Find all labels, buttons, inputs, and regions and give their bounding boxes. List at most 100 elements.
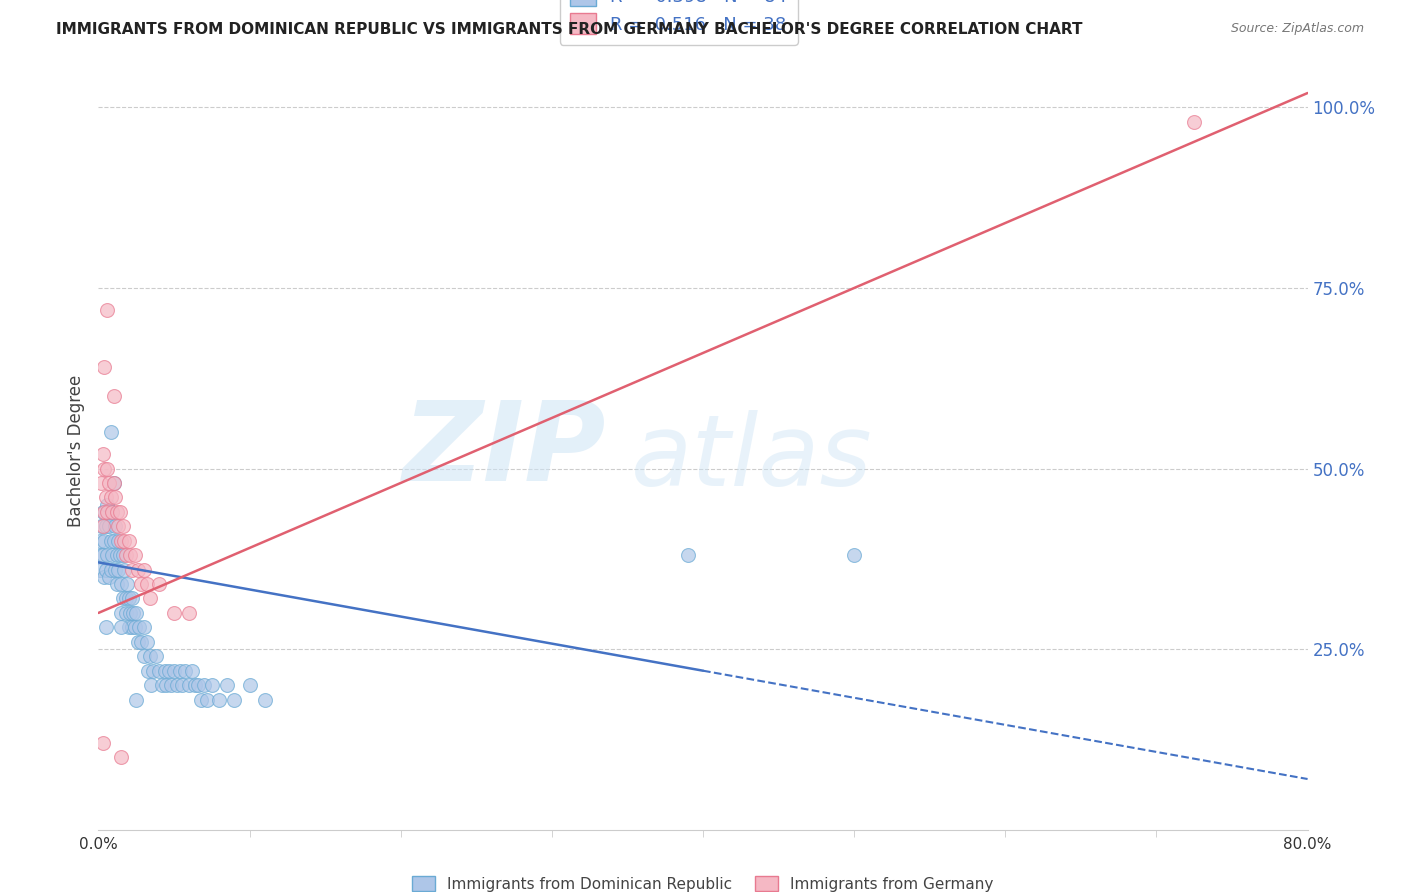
Point [90,475,112,490]
Point [201,678,224,692]
Point [90,548,112,562]
Point [170,678,193,692]
Point [110,750,132,764]
Point [193,678,215,692]
Y-axis label: Bachelor's Degree: Bachelor's Degree [66,375,84,526]
Point [125,692,148,706]
Text: IMMIGRANTS FROM DOMINICAN REPUBLIC VS IMMIGRANTS FROM GERMANY BACHELOR'S DEGREE : IMMIGRANTS FROM DOMINICAN REPUBLIC VS IM… [56,22,1083,37]
Text: atlas: atlas [630,409,872,507]
Point [127,563,149,577]
Point [110,577,132,591]
Point [91,447,114,461]
Point [90,519,112,533]
Point [108,505,131,519]
Point [163,606,186,620]
Point [121,563,143,577]
Point [124,548,146,562]
Point [118,533,141,548]
Point [120,606,142,620]
Point [132,563,155,577]
Point [107,533,129,548]
Point [190,692,212,706]
Point [94,519,117,533]
Point [110,533,132,548]
Point [224,692,246,706]
Point [844,548,866,562]
Legend: Immigrants from Dominican Republic, Immigrants from Germany: Immigrants from Dominican Republic, Immi… [406,870,1000,892]
Point [111,591,134,606]
Point [93,505,115,519]
Point [118,620,141,634]
Point [676,548,699,562]
Point [120,548,142,562]
Point [91,736,114,750]
Point [114,591,136,606]
Point [101,505,124,519]
Point [101,548,124,562]
Point [110,606,132,620]
Point [184,678,207,692]
Point [127,635,149,649]
Point [141,678,163,692]
Point [118,591,141,606]
Point [124,620,146,634]
Point [98,519,121,533]
Point [104,491,127,505]
Point [103,389,125,403]
Text: ZIP: ZIP [402,397,606,504]
Point [91,505,114,519]
Point [181,664,204,678]
Point [145,649,167,664]
Point [114,606,136,620]
Point [107,519,129,533]
Point [89,563,111,577]
Point [253,692,276,706]
Point [94,620,117,634]
Point [101,505,124,519]
Point [103,475,125,490]
Point [114,548,136,562]
Point [91,519,114,533]
Point [111,548,134,562]
Point [96,505,118,519]
Point [107,563,129,577]
Text: Source: ZipAtlas.com: Source: ZipAtlas.com [1230,22,1364,36]
Point [96,302,118,317]
Point [110,620,132,634]
Point [100,563,122,577]
Point [89,533,111,548]
Point [105,548,128,562]
Point [187,678,209,692]
Point [112,533,135,548]
Point [91,548,114,562]
Point [148,577,170,591]
Point [148,664,170,678]
Point [139,591,162,606]
Point [150,678,173,692]
Point [121,591,143,606]
Point [163,664,186,678]
Point [179,606,201,620]
Point [159,664,181,678]
Point [93,360,115,375]
Point [179,678,201,692]
Point [239,678,262,692]
Point [139,649,162,664]
Point [94,563,117,577]
Point [129,635,152,649]
Point [112,563,135,577]
Point [136,664,159,678]
Point [96,461,118,475]
Point [108,548,131,562]
Point [208,692,231,706]
Point [195,692,218,706]
Point [105,577,128,591]
Point [111,519,134,533]
Point [135,577,157,591]
Point [1182,115,1205,129]
Point [129,577,152,591]
Point [105,505,128,519]
Point [169,664,191,678]
Point [94,491,117,505]
Point [166,678,188,692]
